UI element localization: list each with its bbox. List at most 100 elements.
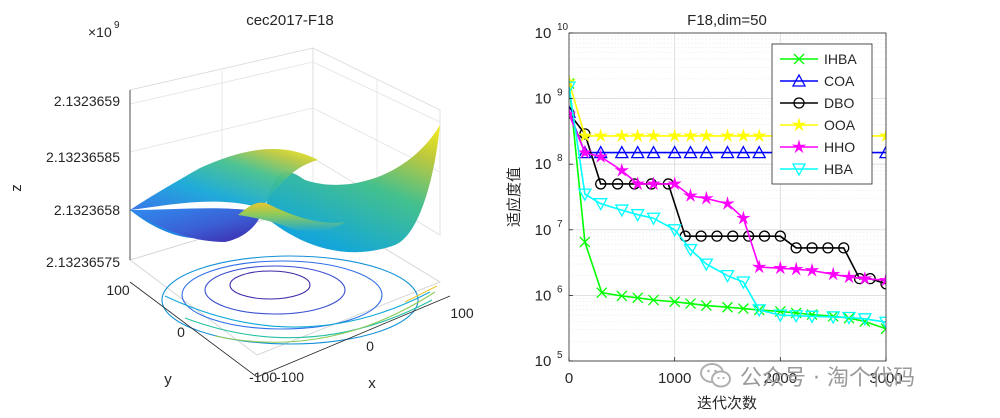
series-point-hba: [773, 309, 788, 323]
y-axis-line: [129, 281, 258, 378]
series-point-ooa: [720, 128, 735, 143]
y-tick-label: 10: [535, 287, 552, 304]
series-point-hho: [857, 271, 873, 285]
surface-left: [130, 208, 262, 242]
series-point-ihba: [685, 298, 696, 310]
series-point-hho: [667, 176, 682, 191]
series-point-hba: [569, 81, 577, 95]
series-point-hho: [825, 266, 841, 281]
x-tick-label: 2000: [764, 370, 797, 387]
legend-marker: [791, 117, 807, 132]
series-point-ihba: [880, 323, 886, 335]
series-point-ooa: [614, 128, 630, 143]
x-tick-label: 100: [450, 305, 474, 321]
series-point-coa: [736, 145, 751, 159]
series-point-ooa: [569, 74, 577, 88]
series-point-hba: [630, 209, 645, 223]
y-tick-labels: 10 5 10 6 10 7 10 8 10 9 10 10: [535, 22, 573, 370]
series-point-hba: [857, 313, 872, 327]
x-tick-label: 0: [565, 370, 573, 387]
series-point-coa: [720, 145, 735, 159]
surface-plot: 2.13236575 2.1323658 2.13236585 2.1323659 c…: [8, 12, 474, 392]
series-point-hba: [736, 276, 751, 290]
legend-entry-hho: HHO: [780, 139, 855, 155]
series-point-hba: [646, 212, 661, 226]
legend-marker: [793, 53, 805, 65]
y-tick-labels: -100 0 100: [106, 282, 277, 385]
series-point-dbo: [758, 230, 771, 242]
z-exponent: ×10 9: [88, 20, 120, 40]
legend-entry-hba: HBA: [780, 161, 853, 177]
series-point-hho: [720, 196, 735, 210]
y-tick-exponent: 10: [557, 22, 569, 33]
y-tick-label: 10: [535, 156, 552, 173]
series-point-coa: [683, 145, 698, 159]
series-point-hho: [593, 149, 608, 163]
series-point-ooa: [878, 128, 886, 143]
series-point-coa: [878, 145, 886, 159]
chart-title: F18,dim=50: [687, 12, 767, 29]
series-point-ihba: [722, 301, 733, 313]
y-tick-exponent: 5: [557, 350, 563, 361]
y-axis-title: 适应度值: [505, 167, 523, 227]
legend-label: DBO: [824, 95, 854, 111]
series-hba: [569, 81, 886, 330]
legend: IHBA COA DBO OOA HHO HBA: [771, 43, 873, 185]
svg-text:9: 9: [114, 20, 120, 31]
series-point-hho: [683, 188, 698, 202]
series-point-ihba: [669, 296, 681, 308]
legend-entry-ihba: IHBA: [780, 51, 857, 67]
x-axis-line: [256, 295, 451, 378]
series-point-ooa: [683, 128, 698, 143]
series-point-hba: [593, 198, 608, 212]
surface-ridge: [238, 202, 345, 232]
series-hho: [569, 106, 886, 287]
legend-marker: [791, 163, 807, 177]
x-tick-label: -100: [276, 369, 304, 385]
y-tick-label: 0: [177, 324, 185, 340]
series-point-dbo: [822, 242, 834, 254]
series-point-ihba: [579, 236, 591, 248]
series-point-hba: [699, 258, 714, 272]
series-point-ihba: [596, 287, 608, 299]
series-point-hho: [614, 163, 630, 177]
series-point-hba: [683, 243, 698, 257]
legend-marker: [793, 97, 805, 109]
legend-label: OOA: [824, 117, 856, 133]
y-tick-exponent: 8: [557, 153, 563, 164]
legend-label: HBA: [824, 161, 853, 177]
y-tick-label: -100: [249, 369, 277, 385]
series-point-hho: [630, 176, 645, 191]
series-point-dbo: [595, 178, 607, 190]
contour-lines: [161, 255, 438, 345]
series-point-hho: [804, 262, 820, 277]
legend-entry-coa: COA: [780, 73, 855, 89]
y-tick-label: 10: [535, 25, 552, 42]
series-point-coa: [646, 145, 661, 159]
series-point-ooa: [646, 128, 661, 143]
x-tick-labels: -100 0 100: [276, 305, 474, 385]
y-tick-exponent: 9: [557, 88, 563, 99]
plot-frame: [568, 32, 887, 362]
y-tick-label: 10: [535, 353, 552, 370]
z-tick-label: 2.13236585: [46, 149, 120, 165]
svg-text:×10: ×10: [88, 24, 112, 40]
series-point-ooa: [593, 128, 608, 143]
z-tick-label: 2.1323658: [54, 202, 120, 218]
series-point-dbo: [695, 230, 707, 242]
series-point-ooa: [630, 128, 645, 143]
series-point-dbo: [806, 242, 818, 254]
series-point-hho: [788, 261, 804, 276]
series-line-hba: [569, 86, 886, 323]
series-point-hho: [878, 272, 886, 287]
surface-back: [130, 148, 318, 210]
watermark-text: 公众号 · 淘个代码: [740, 366, 915, 391]
series-point-ooa: [751, 128, 767, 143]
surface-right: [130, 125, 440, 253]
y-tick-label: 10: [535, 222, 552, 239]
legend-box: [771, 43, 873, 185]
series-point-ihba: [648, 294, 659, 306]
series-point-dbo: [711, 230, 723, 242]
series-point-hba: [614, 204, 629, 218]
